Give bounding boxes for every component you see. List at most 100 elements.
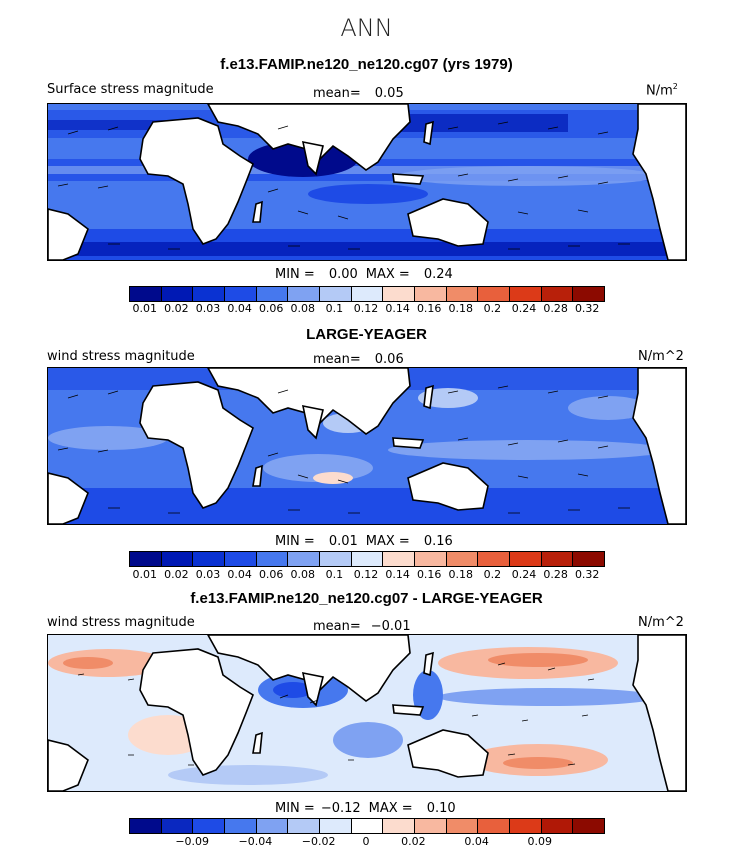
panel-2-variable-label: wind stress magnitude	[47, 349, 195, 364]
panel-3-title: f.e13.FAMIP.ne120_ne120.cg07 - LARGE-YEA…	[190, 590, 543, 607]
colorbar-tick-label: 0.16	[416, 568, 442, 581]
land-masses	[48, 368, 686, 524]
colorbar-swatch	[351, 819, 384, 833]
colorbar-swatch	[573, 552, 605, 566]
colorbar-swatch	[573, 819, 605, 833]
colorbar-swatch	[320, 552, 352, 566]
colorbar-tick-label: 0.12	[353, 568, 379, 581]
colorbar-tick-label: 0.32	[574, 568, 600, 581]
colorbar-swatch	[383, 287, 416, 301]
colorbar-swatch	[478, 819, 511, 833]
colorbar-swatch	[256, 552, 289, 566]
colorbar-swatch	[193, 287, 226, 301]
colorbar-tick-label: 0.2	[483, 302, 502, 315]
colorbar-tick-label: 0.06	[258, 302, 284, 315]
colorbar-tick-label: 0.02	[164, 302, 189, 315]
colorbar-swatch	[478, 287, 511, 301]
colorbar-swatch	[161, 552, 194, 566]
land-masses	[48, 104, 686, 260]
panel-1-variable-label: Surface stress magnitude	[47, 82, 214, 97]
colorbar-swatch	[130, 552, 162, 566]
colorbar-swatch	[446, 819, 479, 833]
colorbar-tick-label: 0.18	[448, 302, 474, 315]
colorbar-swatch	[510, 552, 542, 566]
colorbar-tick-label: −0.04	[238, 835, 273, 848]
colorbar-tick-label: 0.08	[290, 302, 316, 315]
panel-1-map	[47, 103, 687, 261]
colorbar-swatch	[383, 819, 416, 833]
colorbar-swatch	[225, 819, 257, 833]
colorbar-swatch	[288, 287, 321, 301]
colorbar-swatch	[541, 819, 574, 833]
colorbar-swatch	[351, 287, 384, 301]
figure-title: ANN	[340, 14, 393, 42]
colorbar-tick-label: 0.14	[385, 568, 410, 581]
panel-1-colorbar	[129, 286, 605, 302]
colorbar-tick-label: −0.09	[175, 835, 210, 848]
panel-3-min-max: MIN = −0.12 MAX = 0.10	[275, 801, 456, 816]
colorbar-swatch	[446, 287, 479, 301]
colorbar-swatch	[573, 287, 605, 301]
land-masses	[48, 635, 686, 791]
colorbar-tick-label: 0.06	[258, 568, 284, 581]
colorbar-swatch	[320, 287, 352, 301]
difference-vectors	[77, 662, 595, 766]
colorbar-tick-label: 0.01	[132, 302, 158, 315]
colorbar-swatch	[510, 819, 542, 833]
colorbar-tick-label: 0.1	[325, 302, 344, 315]
panel-2-map	[47, 367, 687, 525]
colorbar-tick-label: 0.32	[574, 302, 600, 315]
panel-3-colorbar	[129, 818, 605, 834]
colorbar-swatch	[446, 552, 479, 566]
colorbar-swatch	[351, 552, 384, 566]
colorbar-swatch	[478, 552, 511, 566]
colorbar-swatch	[415, 287, 447, 301]
colorbar-swatch	[510, 287, 542, 301]
panel-1-colorbar-ticks: 0.01 0.02 0.03 0.04 0.06 0.08 0.1 0.12 0.14 0.16 0…	[0, 302, 733, 316]
colorbar-swatch	[256, 287, 289, 301]
colorbar-swatch	[161, 287, 194, 301]
panel-1-title: f.e13.FAMIP.ne120_ne120.cg07 (yrs 1979)	[220, 56, 513, 73]
colorbar-swatch	[225, 287, 257, 301]
colorbar-tick-label: 0.24	[511, 568, 537, 581]
colorbar-swatch	[383, 552, 416, 566]
panel-3-units: N/m^2	[638, 615, 684, 630]
colorbar-swatch	[415, 552, 447, 566]
panel-3-variable-label: wind stress magnitude	[47, 615, 195, 630]
colorbar-tick-label: 0.18	[448, 568, 474, 581]
panel-2-min-max: MIN = 0.01 MAX = 0.16	[275, 534, 453, 549]
colorbar-swatch	[130, 287, 162, 301]
colorbar-tick-label: 0.04	[227, 302, 252, 315]
panel-3-mean-label: mean= −0.01	[313, 619, 411, 634]
colorbar-tick-label: 0.03	[195, 302, 221, 315]
panel-2-mean-label: mean= 0.06	[313, 352, 404, 367]
colorbar-tick-label: 0.04	[227, 568, 252, 581]
colorbar-tick-label: −0.02	[301, 835, 336, 848]
colorbar-swatch	[415, 819, 447, 833]
colorbar-tick-label: 0.2	[483, 568, 502, 581]
panel-3-colorbar-ticks: −0.09 −0.04 −0.02 0 0.02 0.04 0.09	[0, 835, 733, 849]
stress-vectors	[57, 121, 630, 250]
colorbar-tick-label: 0.1	[325, 568, 344, 581]
panel-1-mean-label: mean= 0.05	[313, 86, 404, 101]
panel-2-colorbar-ticks: 0.01 0.02 0.03 0.04 0.06 0.08 0.1 0.12 0.14 0.16 0…	[0, 568, 733, 582]
colorbar-tick-label: 0.16	[416, 302, 442, 315]
colorbar-swatch	[320, 819, 352, 833]
colorbar-tick-label: 0.08	[290, 568, 316, 581]
colorbar-tick-label: 0.14	[385, 302, 410, 315]
colorbar-swatch	[193, 552, 226, 566]
colorbar-swatch	[161, 819, 194, 833]
colorbar-swatch	[288, 552, 321, 566]
colorbar-tick-label: 0.03	[195, 568, 221, 581]
colorbar-swatch	[193, 819, 226, 833]
colorbar-tick-label: 0.02	[401, 835, 426, 848]
panel-3-map	[47, 634, 687, 792]
colorbar-tick-label: 0.02	[164, 568, 189, 581]
colorbar-tick-label: 0.24	[511, 302, 537, 315]
colorbar-tick-label: 0.28	[543, 302, 568, 315]
colorbar-tick-label: 0.09	[527, 835, 553, 848]
panel-1-units: N/m2	[646, 82, 678, 99]
panel-2-title: LARGE-YEAGER	[306, 326, 427, 343]
colorbar-tick-label: 0.12	[353, 302, 379, 315]
panel-2-colorbar	[129, 551, 605, 567]
